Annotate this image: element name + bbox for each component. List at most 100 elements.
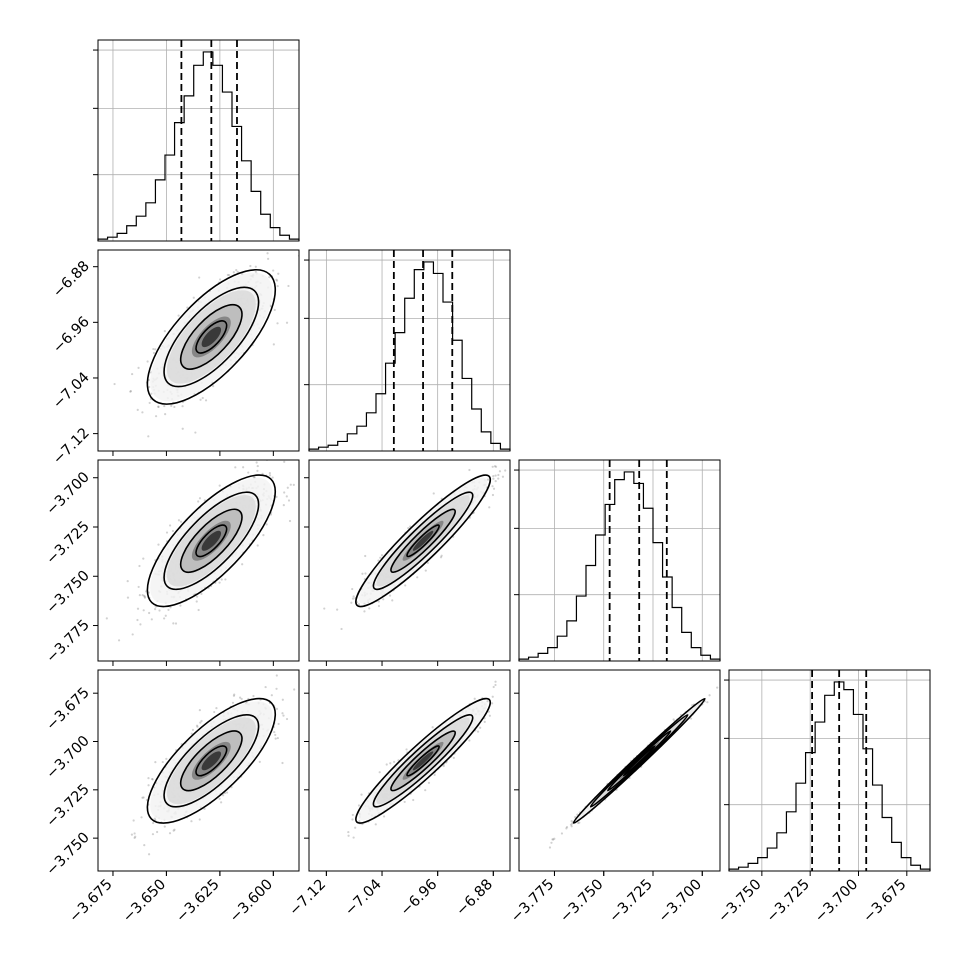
scatter-point <box>256 469 259 472</box>
scatter-point <box>235 268 238 272</box>
scatter-point <box>351 818 354 821</box>
scatter-point <box>151 778 154 781</box>
scatter-point <box>152 351 156 355</box>
scatter-point <box>171 529 175 533</box>
axes-frame <box>97 249 300 452</box>
scatter-point <box>357 603 361 606</box>
scatter-point <box>286 486 289 489</box>
scatter-point <box>388 594 392 597</box>
contour-line <box>390 730 456 792</box>
scatter-point <box>252 476 255 479</box>
scatter-point <box>427 781 431 784</box>
density-cells <box>150 701 273 821</box>
scatter-point <box>198 818 201 821</box>
scatter-point <box>239 696 242 699</box>
scatter-point <box>247 471 250 474</box>
scatter-point <box>137 366 140 369</box>
scatter-point <box>352 595 355 598</box>
scatter-point <box>377 600 380 603</box>
density-level <box>412 530 434 551</box>
density-cells <box>358 477 488 604</box>
scatter-point <box>218 797 221 800</box>
scatter-point <box>377 559 380 562</box>
axes-frame <box>308 249 511 452</box>
scatter-point <box>361 572 364 575</box>
contour-line <box>179 730 243 792</box>
scatter-point <box>275 278 278 281</box>
scatter-point <box>491 485 494 488</box>
scatter-point <box>391 599 394 602</box>
scatter-point <box>442 764 445 768</box>
scatter-point <box>486 478 490 481</box>
scatter-point <box>129 390 132 393</box>
scatter-point <box>252 694 255 698</box>
scatter-point <box>203 807 206 810</box>
scatter-point <box>285 321 289 324</box>
contour-line <box>163 286 260 388</box>
scatter-point <box>264 685 267 689</box>
scatter-point <box>380 554 384 557</box>
scatter-point <box>136 618 139 622</box>
scatter-point <box>277 722 280 726</box>
scatter-point <box>276 322 279 325</box>
scatter-point <box>165 531 169 534</box>
scatter-point <box>276 736 279 740</box>
scatter-point <box>494 683 497 687</box>
scatter-point <box>565 827 568 830</box>
histogram-p3 <box>728 681 931 871</box>
scatter-point <box>146 360 149 363</box>
scatter-point <box>197 608 200 612</box>
scatter-point <box>234 466 237 469</box>
scatter-point <box>150 618 153 621</box>
scatter-point <box>479 726 482 729</box>
scatter-point <box>240 697 243 701</box>
scatter-point <box>277 272 280 275</box>
scatter-point <box>285 717 289 721</box>
contour-line <box>406 745 440 777</box>
scatter-point <box>256 544 259 547</box>
scatter-point <box>148 385 151 389</box>
scatter-point <box>140 816 143 819</box>
scatter-point <box>134 835 137 838</box>
scatter-point <box>378 771 381 774</box>
density-cells <box>358 701 488 821</box>
scatter-point <box>569 823 573 826</box>
scatter-point <box>154 415 158 418</box>
scatter-point <box>576 813 579 816</box>
contour-line <box>355 474 492 608</box>
scatter-point <box>354 826 357 829</box>
scatter-point <box>281 712 284 715</box>
scatter-point <box>364 572 367 575</box>
scatter-point <box>282 714 285 717</box>
axes-frame <box>728 669 931 872</box>
scatter-point <box>289 483 292 486</box>
scatter-point <box>201 396 204 400</box>
scatter-point <box>292 483 295 486</box>
axes-frame <box>97 669 300 872</box>
scatter-point <box>204 399 208 402</box>
scatter-point <box>382 815 386 818</box>
scatter-point <box>440 554 443 557</box>
scatter-point <box>186 306 189 309</box>
scatter-panel-3-0 <box>93 669 300 876</box>
scatter-point <box>142 796 145 799</box>
scatter-point <box>504 469 507 472</box>
scatter-point <box>393 760 396 763</box>
scatter-point <box>157 543 160 546</box>
scatter-point <box>491 695 494 698</box>
scatter-point <box>552 838 555 841</box>
scatter-point <box>368 607 371 610</box>
scatter-point <box>275 674 278 677</box>
scatter-point <box>139 623 142 626</box>
scatter-point <box>275 707 279 711</box>
scatter-point <box>130 833 134 836</box>
contour-line <box>146 697 277 824</box>
scatter-point <box>403 800 406 804</box>
scatter-point <box>195 600 198 603</box>
scatter-point <box>148 401 151 405</box>
scatter-point <box>152 821 155 825</box>
scatter-point <box>268 471 271 475</box>
scatter-point <box>404 584 407 587</box>
scatter-panel-2-0 <box>93 459 300 666</box>
scatter-point <box>255 461 258 464</box>
